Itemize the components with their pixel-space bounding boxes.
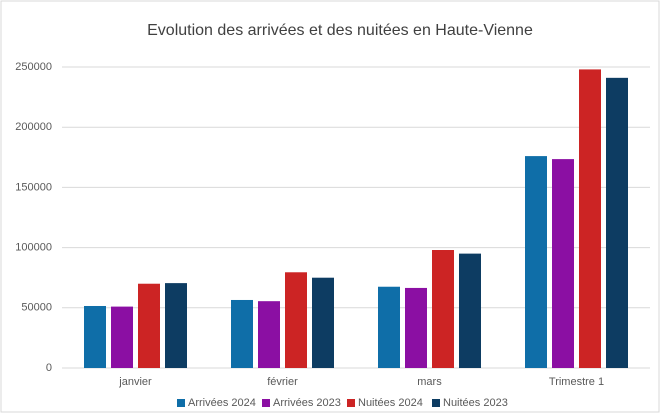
x-tick-label: février: [267, 376, 298, 388]
bar: [231, 299, 253, 368]
bar: [459, 253, 481, 368]
legend-swatch: [262, 399, 270, 407]
legend-swatch: [177, 399, 185, 407]
legend-label: Arrivées 2023: [273, 397, 341, 409]
legend-label: Nuitées 2023: [443, 397, 508, 409]
x-tick-label: janvier: [118, 376, 152, 388]
bar: [258, 301, 280, 368]
bar: [84, 305, 106, 368]
bar: [525, 156, 547, 368]
y-tick-label: 150000: [15, 181, 52, 193]
bar: [138, 283, 160, 368]
y-tick-label: 0: [46, 362, 52, 374]
bar: [285, 272, 307, 368]
y-tick-label: 250000: [15, 61, 52, 73]
y-tick-label: 50000: [21, 302, 52, 314]
bar: [405, 287, 427, 368]
y-tick-label: 200000: [15, 121, 52, 133]
x-tick-label: mars: [417, 376, 442, 388]
legend-swatch: [347, 399, 355, 407]
bar: [312, 277, 334, 368]
bar: [165, 283, 187, 368]
bar: [579, 69, 601, 369]
bar: [378, 286, 400, 368]
legend-swatch: [432, 399, 440, 407]
legend-label: Arrivées 2024: [188, 397, 256, 409]
legend-label: Nuitées 2024: [358, 397, 423, 409]
chart-title: Evolution des arrivées et des nuitées en…: [147, 22, 533, 39]
bar: [606, 77, 628, 368]
bar: [111, 306, 133, 368]
bar: [432, 250, 454, 368]
x-tick-label: Trimestre 1: [549, 376, 604, 388]
bar: [552, 159, 574, 368]
y-tick-label: 100000: [15, 242, 52, 254]
